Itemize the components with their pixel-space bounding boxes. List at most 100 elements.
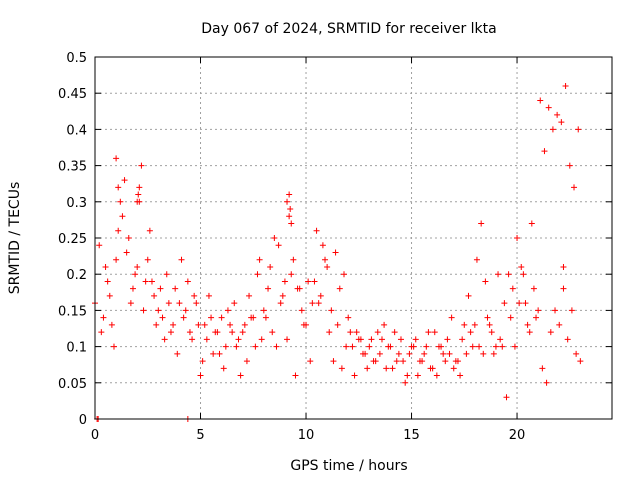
data-point bbox=[414, 372, 421, 379]
data-point bbox=[412, 336, 419, 343]
data-point bbox=[503, 394, 510, 401]
data-point bbox=[450, 365, 457, 372]
data-point bbox=[246, 292, 253, 299]
data-point bbox=[522, 300, 529, 307]
data-point bbox=[100, 314, 107, 321]
data-point bbox=[389, 365, 396, 372]
data-point bbox=[296, 285, 303, 292]
data-point bbox=[501, 300, 508, 307]
data-point bbox=[237, 372, 244, 379]
data-point bbox=[530, 285, 537, 292]
data-point bbox=[484, 314, 491, 321]
data-point bbox=[286, 213, 293, 220]
data-point bbox=[577, 358, 584, 365]
data-point bbox=[554, 111, 561, 118]
data-point bbox=[488, 329, 495, 336]
data-point bbox=[142, 278, 149, 285]
data-point bbox=[478, 220, 485, 227]
data-point bbox=[148, 278, 155, 285]
data-point bbox=[184, 278, 191, 285]
data-point bbox=[558, 119, 565, 126]
y-tick-label: 0.1 bbox=[66, 341, 87, 356]
data-point bbox=[178, 256, 185, 263]
data-point bbox=[273, 343, 280, 350]
data-points bbox=[92, 82, 584, 422]
data-point bbox=[395, 350, 402, 357]
data-point bbox=[368, 336, 375, 343]
plot-frame bbox=[94, 56, 613, 420]
data-point bbox=[163, 271, 170, 278]
data-point bbox=[104, 278, 111, 285]
data-point bbox=[547, 329, 554, 336]
y-tick-label: 0.2 bbox=[66, 268, 87, 283]
data-point bbox=[135, 191, 142, 198]
y-tick-label: 0.45 bbox=[58, 87, 87, 102]
data-point bbox=[410, 343, 417, 350]
data-point bbox=[288, 271, 295, 278]
data-point bbox=[349, 343, 356, 350]
data-point bbox=[136, 184, 143, 191]
data-point bbox=[197, 372, 204, 379]
data-point bbox=[353, 329, 360, 336]
data-point bbox=[345, 314, 352, 321]
data-point bbox=[492, 343, 499, 350]
data-point bbox=[549, 126, 556, 133]
data-point bbox=[482, 278, 489, 285]
data-point bbox=[243, 358, 250, 365]
data-point bbox=[324, 263, 331, 270]
data-point bbox=[381, 321, 388, 328]
data-point bbox=[146, 227, 153, 234]
data-point bbox=[307, 358, 314, 365]
data-point bbox=[423, 343, 430, 350]
data-point bbox=[275, 242, 282, 249]
data-point bbox=[119, 213, 126, 220]
x-axis-label: GPS time / hours bbox=[290, 458, 407, 474]
data-point bbox=[533, 314, 540, 321]
data-point bbox=[281, 278, 288, 285]
data-point bbox=[229, 329, 236, 336]
data-point bbox=[210, 350, 217, 357]
x-tick-label: 5 bbox=[196, 428, 204, 443]
data-point bbox=[564, 336, 571, 343]
data-point bbox=[191, 292, 198, 299]
data-point bbox=[467, 329, 474, 336]
data-point bbox=[524, 321, 531, 328]
data-point bbox=[205, 292, 212, 299]
data-point bbox=[212, 329, 219, 336]
y-tick-label: 0.25 bbox=[58, 232, 87, 247]
data-point bbox=[277, 300, 284, 307]
data-point bbox=[260, 307, 267, 314]
data-point bbox=[180, 314, 187, 321]
data-point bbox=[182, 307, 189, 314]
data-point bbox=[108, 321, 115, 328]
data-point bbox=[298, 307, 305, 314]
data-point bbox=[208, 314, 215, 321]
data-point bbox=[427, 365, 434, 372]
data-point bbox=[431, 329, 438, 336]
data-point bbox=[446, 350, 453, 357]
data-point bbox=[233, 343, 240, 350]
data-point bbox=[288, 220, 295, 227]
data-point bbox=[96, 242, 103, 249]
x-tick-label: 20 bbox=[509, 428, 526, 443]
data-point bbox=[315, 300, 322, 307]
data-point bbox=[568, 307, 575, 314]
data-point bbox=[336, 285, 343, 292]
data-point bbox=[341, 271, 348, 278]
data-point bbox=[575, 126, 582, 133]
data-point bbox=[167, 329, 174, 336]
data-point bbox=[452, 358, 459, 365]
y-tick-label: 0.5 bbox=[66, 51, 87, 66]
data-point bbox=[442, 358, 449, 365]
data-point bbox=[347, 329, 354, 336]
data-point bbox=[199, 358, 206, 365]
data-point bbox=[254, 271, 261, 278]
data-point bbox=[366, 343, 373, 350]
data-point bbox=[186, 329, 193, 336]
x-tick-label: 10 bbox=[298, 428, 315, 443]
data-point bbox=[151, 292, 158, 299]
data-point bbox=[505, 271, 512, 278]
data-point bbox=[193, 300, 200, 307]
data-point bbox=[224, 307, 231, 314]
data-point bbox=[476, 343, 483, 350]
